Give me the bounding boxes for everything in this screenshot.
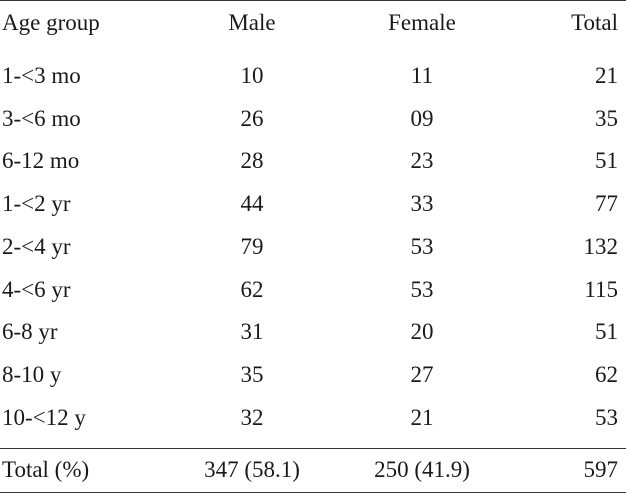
header-age-group: Age group: [2, 10, 100, 35]
male-cell: 28: [240, 148, 264, 173]
age-group-cell: 3-<6 mo: [2, 106, 81, 131]
female-cell: 53: [410, 234, 434, 259]
footer-total-label: Total (%): [2, 457, 90, 482]
female-cell: 11: [410, 63, 434, 88]
male-cell: 62: [240, 277, 264, 302]
age-group-cell: 1-<3 mo: [2, 63, 81, 88]
total-cell: 51: [595, 148, 618, 173]
female-cell: 53: [410, 277, 434, 302]
total-cell: 35: [595, 106, 618, 131]
age-group-cell: 8-10 y: [2, 362, 62, 387]
male-cell: 44: [240, 191, 264, 216]
female-cell: 33: [410, 191, 434, 216]
male-cell: 32: [240, 405, 264, 430]
male-cell: 10: [240, 63, 264, 88]
table-row: 3-<6 mo 26 09 35: [0, 99, 626, 139]
male-cell: 79: [240, 234, 264, 259]
table-footer-row: Total (%) 347 (58.1) 250 (41.9) 597: [0, 450, 626, 490]
header-male: Male: [228, 10, 276, 35]
total-cell: 115: [584, 277, 618, 302]
age-group-cell: 4-<6 yr: [2, 277, 71, 302]
total-cell: 132: [583, 234, 619, 259]
female-cell: 23: [410, 148, 434, 173]
total-cell: 53: [595, 405, 618, 430]
footer-male-total: 347 (58.1): [204, 457, 300, 482]
total-cell: 62: [595, 362, 618, 387]
total-cell: 77: [595, 191, 618, 216]
total-cell: 51: [595, 319, 618, 344]
footer-female-total: 250 (41.9): [374, 457, 470, 482]
male-cell: 26: [240, 106, 264, 131]
table-row: 6-8 yr 31 20 51: [0, 312, 626, 352]
table-row: 8-10 y 35 27 62: [0, 355, 626, 395]
footer-grand-total: 597: [583, 457, 619, 482]
table-row: 10-<12 y 32 21 53: [0, 398, 626, 438]
female-cell: 20: [410, 319, 434, 344]
male-cell: 31: [240, 319, 264, 344]
header-rule: [0, 0, 626, 1]
header-female: Female: [388, 10, 456, 35]
total-rule: [0, 448, 626, 449]
bottom-rule: [0, 492, 626, 493]
table-row: 1-<3 mo 10 11 21: [0, 56, 626, 96]
table-row: 2-<4 yr 79 53 132: [0, 227, 626, 267]
age-group-cell: 2-<4 yr: [2, 234, 71, 259]
table-row: 4-<6 yr 62 53 115: [0, 270, 626, 310]
age-group-cell: 6-8 yr: [2, 319, 58, 344]
age-group-cell: 10-<12 y: [2, 405, 86, 430]
female-cell: 27: [410, 362, 434, 387]
male-cell: 35: [240, 362, 264, 387]
header-total: Total: [571, 10, 618, 35]
female-cell: 09: [410, 106, 434, 131]
table-row: 1-<2 yr 44 33 77: [0, 184, 626, 224]
age-group-cell: 6-12 mo: [2, 148, 80, 173]
total-cell: 21: [595, 63, 618, 88]
age-group-cell: 1-<2 yr: [2, 191, 71, 216]
table-header-row: Age group Male Female Total: [0, 3, 626, 43]
female-cell: 21: [410, 405, 434, 430]
table-row: 6-12 mo 28 23 51: [0, 141, 626, 181]
